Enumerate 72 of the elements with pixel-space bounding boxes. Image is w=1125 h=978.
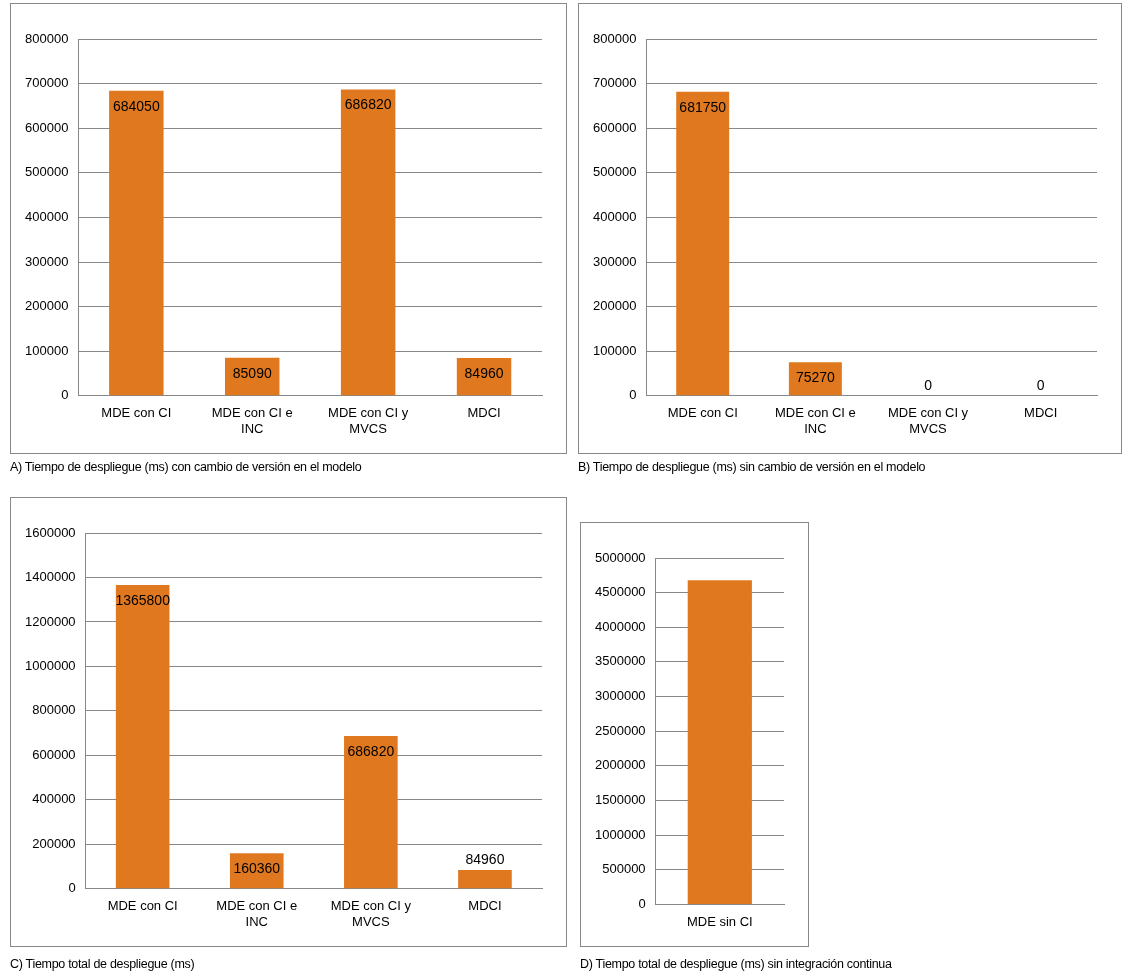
y-tick-label: 100000 <box>24 342 69 358</box>
data-label: 0 <box>924 376 933 393</box>
y-tick-label: 0 <box>638 895 646 911</box>
y-tick-label: 300000 <box>24 253 69 269</box>
x-tick-label: MDE sin CI <box>686 913 753 929</box>
x-tick-label: MDE con CI e INC <box>774 405 856 436</box>
y-tick-label: 300000 <box>592 253 637 269</box>
y-tick-label: 800000 <box>32 702 76 718</box>
text: A) Tiempo de despliegue (ms) con cambio de versión en el modelo <box>10 460 362 474</box>
x-tick-label: MDCI <box>467 405 501 421</box>
y-tick-label: 0 <box>629 387 637 403</box>
data-label: 84960 <box>465 850 505 867</box>
data-label: 75270 <box>795 369 836 386</box>
data-label: 0 <box>1036 376 1045 393</box>
x-tick-label: MDE con CI <box>101 405 172 421</box>
x-tick-label: MDE con CI y MVCS <box>328 405 409 436</box>
text: C) Tiempo total de despliegue (ms) <box>10 957 195 971</box>
bar <box>115 585 170 889</box>
y-tick-label: 800000 <box>592 30 637 46</box>
bar <box>344 736 398 889</box>
data-label: 1365800 <box>115 591 171 608</box>
x-tick-label: MDCI <box>468 898 502 914</box>
y-tick-label: 800000 <box>24 30 69 46</box>
y-tick-label: 5000000 <box>594 549 646 565</box>
x-tick-label: MDE con CI e INC <box>211 405 293 436</box>
bar <box>109 90 164 396</box>
y-tick-label: 4000000 <box>594 618 646 634</box>
y-tick-label: 400000 <box>32 791 76 807</box>
y-tick-label: 200000 <box>32 835 76 851</box>
y-tick-label: 1200000 <box>24 613 76 629</box>
data-label: 684050 <box>112 97 160 114</box>
data-label: 85090 <box>232 364 272 381</box>
y-tick-label: 700000 <box>24 75 69 91</box>
x-tick-label: MDE con CI y MVCS <box>887 405 969 436</box>
data-label: 160360 <box>233 860 281 876</box>
y-tick-label: 700000 <box>592 75 637 91</box>
y-tick-label: 200000 <box>24 298 69 314</box>
y-tick-label: 200000 <box>592 298 637 314</box>
bar <box>340 89 396 396</box>
y-tick-label: 3000000 <box>594 688 646 704</box>
y-tick-label: 600000 <box>24 119 69 135</box>
bar <box>458 869 512 889</box>
data-label: 686820 <box>344 96 392 113</box>
text: B) Tiempo de despliegue (ms) sin cambio de versión en el modelo <box>578 460 926 474</box>
y-tick-label: 100000 <box>592 342 637 358</box>
x-tick-label: MDE con CI <box>667 405 738 421</box>
y-tick-label: 500000 <box>592 164 637 180</box>
data-label: 84960 <box>464 364 504 381</box>
y-tick-label: 0 <box>61 387 69 403</box>
y-tick-label: 1400000 <box>24 569 76 585</box>
text: D) Tiempo total de despliegue (ms) sin integración continua <box>580 957 892 971</box>
y-tick-label: 1000000 <box>594 826 646 842</box>
y-tick-label: 1600000 <box>24 524 76 540</box>
x-tick-label: MDCI <box>1024 405 1058 421</box>
y-tick-label: 400000 <box>592 208 637 224</box>
x-tick-label: MDE con CI <box>107 898 178 914</box>
y-tick-label: 3500000 <box>594 653 646 669</box>
y-tick-label: 400000 <box>24 208 69 224</box>
data-label: 686820 <box>347 742 395 759</box>
data-label: 681750 <box>679 98 727 115</box>
y-tick-label: 500000 <box>602 861 646 877</box>
y-tick-label: 600000 <box>32 746 76 762</box>
y-tick-label: 2000000 <box>594 757 646 773</box>
x-tick-label: MDE con CI y MVCS <box>330 898 412 929</box>
y-tick-label: 0 <box>68 880 76 896</box>
y-tick-label: 2500000 <box>594 722 646 738</box>
x-tick-label: MDE con CI e INC <box>216 898 298 929</box>
y-tick-label: 1000000 <box>24 658 76 673</box>
y-tick-label: 500000 <box>24 164 69 180</box>
y-tick-label: 1500000 <box>594 792 646 808</box>
y-tick-label: 600000 <box>592 119 637 135</box>
y-tick-label: 4500000 <box>594 584 646 600</box>
